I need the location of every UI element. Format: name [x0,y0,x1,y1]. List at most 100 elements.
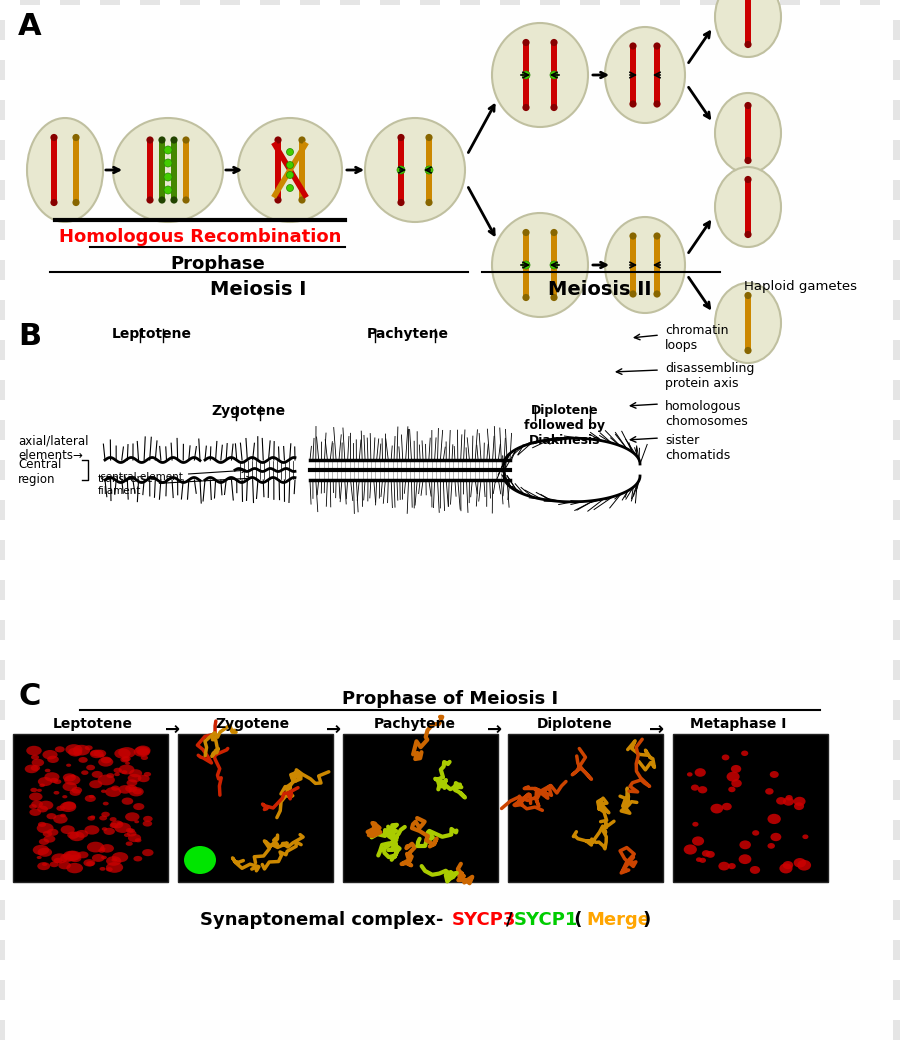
Bar [860,880,880,900]
Text: Diplotene: Diplotene [537,717,613,731]
Text: Prophase of Meiosis I: Prophase of Meiosis I [342,690,558,708]
Bar [0,420,20,440]
Bar [40,300,60,320]
Bar [480,580,500,600]
Ellipse shape [274,136,282,144]
Bar [200,980,220,1000]
Bar [480,300,500,320]
Bar [620,800,640,820]
Bar [100,280,120,300]
Bar [51,137,57,203]
Bar [800,540,820,560]
Bar [620,360,640,380]
Bar [540,880,560,900]
Bar [20,440,40,460]
Bar [0,380,20,400]
Bar [340,200,360,220]
Bar [720,820,740,840]
Bar [220,520,240,540]
Bar [880,820,900,840]
Bar [340,960,360,980]
Bar [340,240,360,260]
Bar [140,80,160,100]
Bar [580,880,600,900]
Ellipse shape [653,290,661,297]
Ellipse shape [129,787,144,797]
Bar [280,500,300,520]
Bar [740,40,760,60]
Ellipse shape [66,745,83,755]
Bar [260,440,280,460]
Bar [380,680,400,700]
Bar [180,680,200,700]
Ellipse shape [62,796,68,799]
Ellipse shape [76,830,88,838]
Ellipse shape [750,866,760,874]
Bar [840,500,860,520]
Ellipse shape [127,831,137,836]
Bar [400,220,420,240]
Bar [240,100,260,120]
Bar [720,260,740,280]
Bar [520,460,540,480]
Bar [620,600,640,620]
Bar [60,680,80,700]
Bar [400,20,420,40]
Bar [440,500,460,520]
Bar [340,880,360,900]
Ellipse shape [85,746,93,750]
Ellipse shape [29,792,42,801]
Text: SYCP3: SYCP3 [452,911,517,929]
Bar [420,560,440,580]
Bar [860,480,880,500]
Bar [780,520,800,540]
Bar [140,120,160,140]
Ellipse shape [699,858,706,863]
Bar [660,880,680,900]
Bar [540,80,560,100]
Bar [300,40,320,60]
Bar [760,820,780,840]
Bar [740,320,760,340]
Ellipse shape [39,838,50,844]
Bar [160,140,180,160]
Ellipse shape [698,786,707,794]
Bar [300,720,320,740]
Ellipse shape [299,136,306,144]
Bar [480,340,500,360]
Bar [260,120,280,140]
Ellipse shape [100,867,105,870]
Bar [720,740,740,760]
Bar [140,1000,160,1020]
Ellipse shape [86,764,95,771]
Bar [700,320,720,340]
Bar [500,720,520,740]
Bar [540,1000,560,1020]
Bar [560,860,580,880]
Bar [580,760,600,780]
Bar [800,940,820,960]
Bar [780,120,800,140]
Bar [160,900,180,920]
Bar [560,220,580,240]
Bar [520,780,540,800]
Ellipse shape [126,841,133,846]
Bar [0,620,20,640]
Bar [880,340,900,360]
Bar [420,800,440,820]
Bar [120,140,140,160]
Bar [120,300,140,320]
Ellipse shape [26,746,41,755]
Bar [360,780,380,800]
Bar [20,120,40,140]
Ellipse shape [605,217,685,313]
Bar [120,340,140,360]
Bar [280,380,300,400]
Bar [540,600,560,620]
Bar [860,360,880,380]
Bar [320,700,340,720]
Bar [660,80,680,100]
Bar [820,240,840,260]
Bar [660,280,680,300]
Ellipse shape [770,833,781,841]
